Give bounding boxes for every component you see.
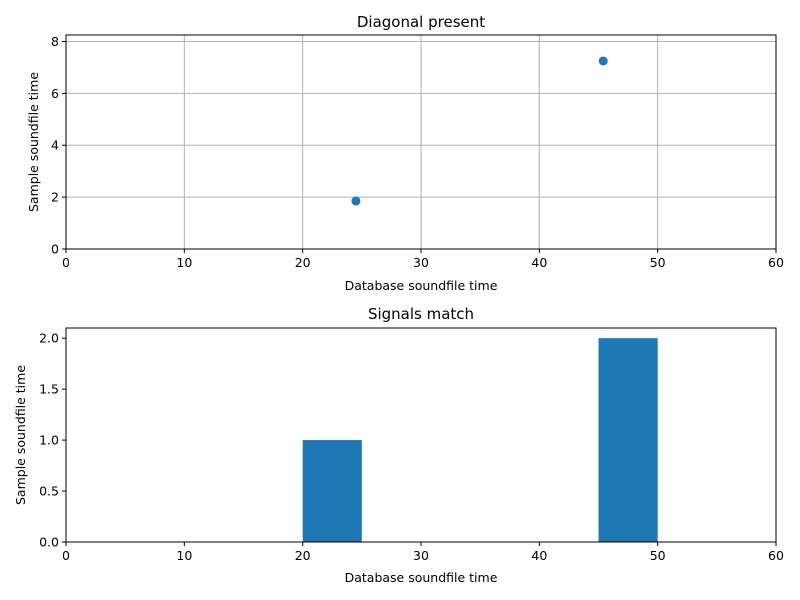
bars [302, 338, 658, 542]
x-tick-label: 0 [62, 255, 70, 270]
bar [302, 440, 362, 542]
x-tick-label: 30 [413, 255, 429, 270]
data-points [351, 56, 608, 206]
x-tick-label: 20 [295, 255, 311, 270]
y-tick-label: 6 [51, 86, 59, 101]
y-tick-label: 1.5 [39, 382, 59, 397]
x-axis-label: Database soundfile time [345, 570, 498, 585]
x-tick-label: 50 [650, 548, 666, 563]
x-tick-label: 50 [650, 255, 666, 270]
y-tick-label: 0.5 [39, 484, 59, 499]
x-tick-label: 0 [62, 548, 70, 563]
y-tick-label: 0 [51, 242, 59, 257]
chart-title: Signals match [368, 305, 474, 323]
y-tick-label: 2 [51, 190, 59, 205]
x-tick-label: 10 [176, 255, 192, 270]
x-tick-label: 60 [768, 548, 784, 563]
data-point [351, 196, 361, 206]
x-tick-label: 20 [295, 548, 311, 563]
x-tick-label: 30 [413, 548, 429, 563]
x-tick-label: 10 [176, 548, 192, 563]
y-tick-label: 4 [51, 138, 59, 153]
scatter-chart: Diagonal present Database soundfile time… [26, 13, 784, 293]
axis-ticks: 0 10 20 30 40 50 60 0.0 0.5 1.0 1.5 2.0 [39, 331, 784, 563]
x-tick-label: 40 [531, 255, 547, 270]
y-tick-label: 1.0 [39, 433, 59, 448]
chart-title: Diagonal present [357, 13, 485, 31]
x-tick-label: 60 [768, 255, 784, 270]
y-tick-label: 2.0 [39, 331, 59, 346]
data-point [598, 56, 608, 66]
y-axis-label: Sample soundfile time [26, 72, 41, 212]
x-axis-label: Database soundfile time [345, 278, 498, 293]
x-tick-label: 40 [531, 548, 547, 563]
axis-ticks: 0 10 20 30 40 50 60 0 2 4 6 8 [51, 34, 784, 270]
y-axis-label: Sample soundfile time [13, 365, 28, 505]
y-tick-label: 0.0 [39, 535, 59, 550]
bar [598, 338, 658, 542]
bar-chart: Signals match Database soundfile time Sa… [13, 305, 784, 585]
y-tick-label: 8 [51, 34, 59, 49]
